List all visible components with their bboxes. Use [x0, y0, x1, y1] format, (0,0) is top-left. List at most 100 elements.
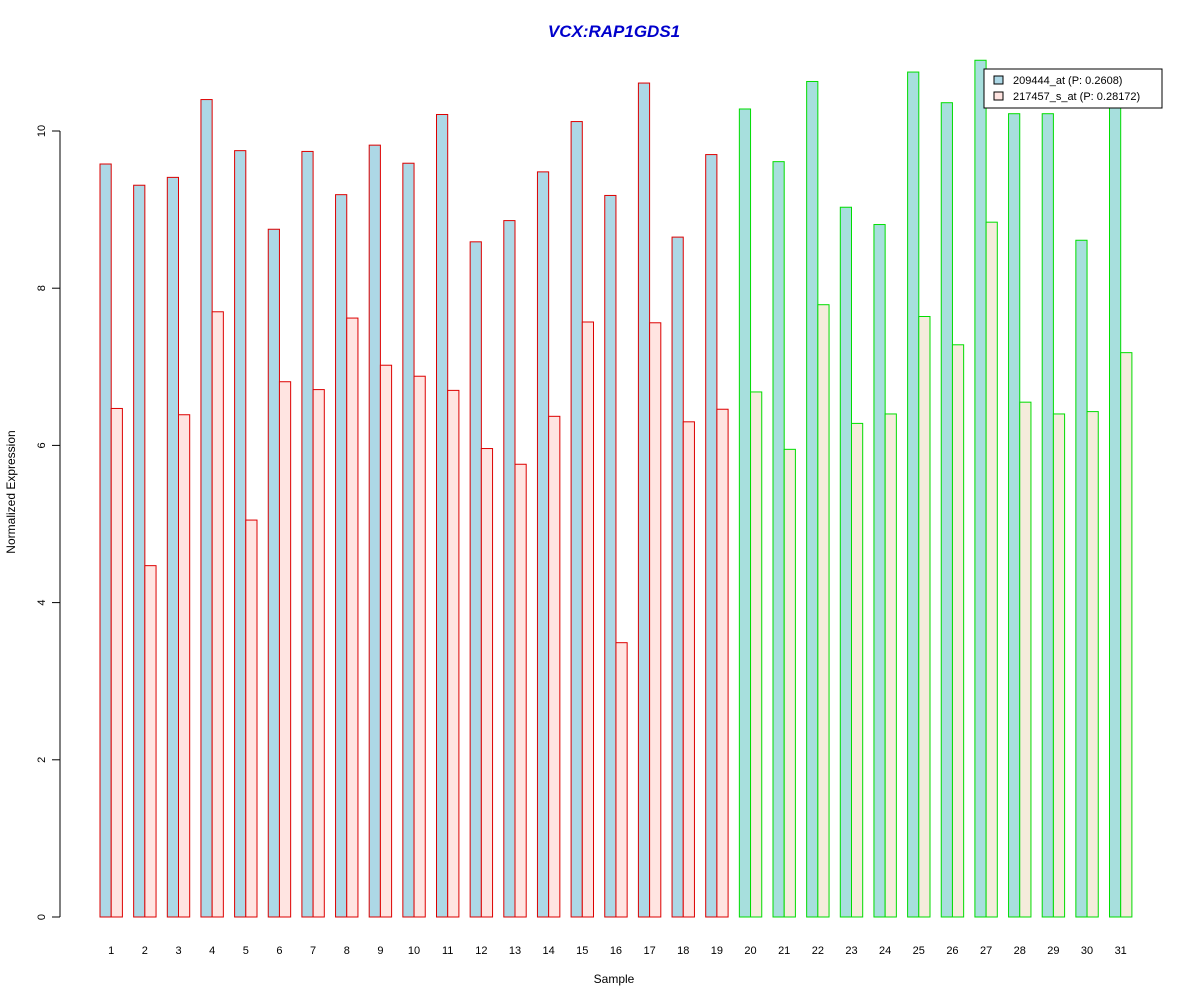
x-tick-label: 19: [711, 945, 723, 957]
bar-series-2: [548, 415, 561, 918]
bar-series-2: [278, 381, 292, 918]
x-axis-title: Sample: [594, 972, 635, 986]
bar-series-2: [110, 407, 123, 918]
x-tick-label: 4: [209, 945, 215, 957]
bar-series-2: [918, 315, 931, 918]
bar-series-1: [907, 71, 920, 918]
x-tick-label: 21: [778, 945, 790, 957]
x-tick-labels: 1 2 3 4 5 6 7 8 9 10 11 12 13 14 15 16 17 18 19 20 21 22 23 24 2…: [108, 945, 1127, 957]
bar-series-2: [750, 391, 763, 918]
x-tick-label: 17: [643, 945, 655, 957]
x-tick-label: 8: [344, 945, 350, 957]
y-tick-label: 4: [36, 600, 48, 606]
bar-series-2: [581, 321, 594, 918]
chart-title: VCX:RAP1GDS1: [548, 22, 680, 41]
bar-series-1: [940, 102, 953, 918]
x-tick-label: 20: [744, 945, 756, 957]
bar-series-2: [884, 413, 897, 918]
bar-series-1: [503, 220, 516, 918]
bar-series-2: [480, 448, 494, 918]
y-tick-label: 0: [36, 914, 48, 920]
bar-series-2: [951, 344, 965, 918]
bar-series-1: [402, 162, 415, 918]
bar-series-2: [1120, 352, 1133, 918]
x-tick-label: 27: [980, 945, 992, 957]
bar-series-1: [738, 108, 752, 918]
bar-series-1: [637, 82, 651, 918]
bar-series-1: [301, 150, 314, 918]
bar-series-2: [985, 221, 998, 918]
bar-series-2: [615, 642, 628, 918]
bar-series-2: [649, 322, 662, 918]
bar-series-1: [536, 171, 550, 918]
bar-series-1: [1109, 106, 1122, 918]
legend-label-series-2: 217457_s_at (P: 0.28172): [1013, 91, 1140, 103]
bar-series-2: [144, 565, 157, 918]
bar-series-1: [705, 154, 718, 918]
bar-series-1: [604, 194, 617, 918]
x-tick-label: 5: [243, 945, 249, 957]
bar-series-2: [851, 422, 864, 918]
bar-series-2: [817, 304, 830, 918]
bar-series-2: [1052, 413, 1066, 918]
x-tick-label: 13: [509, 945, 521, 957]
bar-series-1: [1041, 113, 1054, 918]
bar-series-1: [200, 99, 213, 918]
bar-series-1: [772, 161, 785, 918]
bar-series-2: [514, 463, 527, 918]
x-tick-label: 10: [408, 945, 420, 957]
y-axis-title: Normalized Expression: [4, 430, 18, 553]
bar-series-1: [806, 80, 819, 918]
bar-series-1: [436, 113, 449, 918]
x-tick-label: 28: [1014, 945, 1026, 957]
bar-series-1: [99, 163, 112, 918]
bar-series-1: [335, 194, 348, 918]
y-axis: 0 2 4 6 8 10: [36, 125, 61, 920]
x-tick-label: 29: [1047, 945, 1059, 957]
bar-series-1: [368, 144, 381, 918]
bar-series-2: [346, 317, 359, 918]
x-tick-label: 3: [175, 945, 181, 957]
bar-series-2: [379, 364, 393, 918]
bar-series-2: [245, 519, 258, 918]
bar-series-1: [166, 176, 180, 918]
x-tick-label: 1: [108, 945, 114, 957]
legend-swatch-series-2: [993, 91, 1004, 101]
x-tick-label: 25: [913, 945, 925, 957]
bar-series-2: [682, 421, 695, 918]
legend-swatch-series-1: [993, 75, 1004, 85]
x-tick-label: 26: [946, 945, 958, 957]
bar-series-1: [1008, 113, 1021, 918]
bar-series-1: [873, 224, 886, 918]
bar-series-2: [312, 389, 325, 918]
y-tick-label: 6: [36, 442, 48, 448]
x-tick-label: 22: [812, 945, 824, 957]
bars-group: [99, 59, 1133, 918]
x-tick-label: 24: [879, 945, 891, 957]
bar-series-2: [1019, 401, 1032, 918]
bar-series-2: [1086, 411, 1099, 918]
bar-series-1: [974, 59, 987, 918]
legend: 209444_at (P: 0.2608) 217457_s_at (P: 0.…: [983, 68, 1163, 109]
x-tick-label: 15: [576, 945, 588, 957]
x-tick-label: 30: [1081, 945, 1093, 957]
bar-series-1: [469, 241, 482, 918]
bar-series-1: [839, 206, 852, 918]
bar-series-1: [234, 150, 247, 918]
x-tick-label: 11: [442, 945, 453, 957]
bar-series-2: [783, 448, 796, 918]
bar-series-2: [211, 311, 224, 918]
x-tick-label: 7: [310, 945, 316, 957]
x-tick-label: 6: [276, 945, 282, 957]
x-tick-label: 9: [377, 945, 383, 957]
bar-series-2: [178, 414, 191, 918]
bar-series-1: [267, 228, 280, 918]
x-tick-label: 18: [677, 945, 689, 957]
x-tick-label: 23: [845, 945, 857, 957]
x-tick-label: 12: [475, 945, 487, 957]
x-tick-label: 2: [142, 945, 148, 957]
bar-series-2: [447, 389, 460, 918]
x-tick-label: 31: [1115, 945, 1127, 957]
y-tick-label: 2: [36, 757, 48, 763]
